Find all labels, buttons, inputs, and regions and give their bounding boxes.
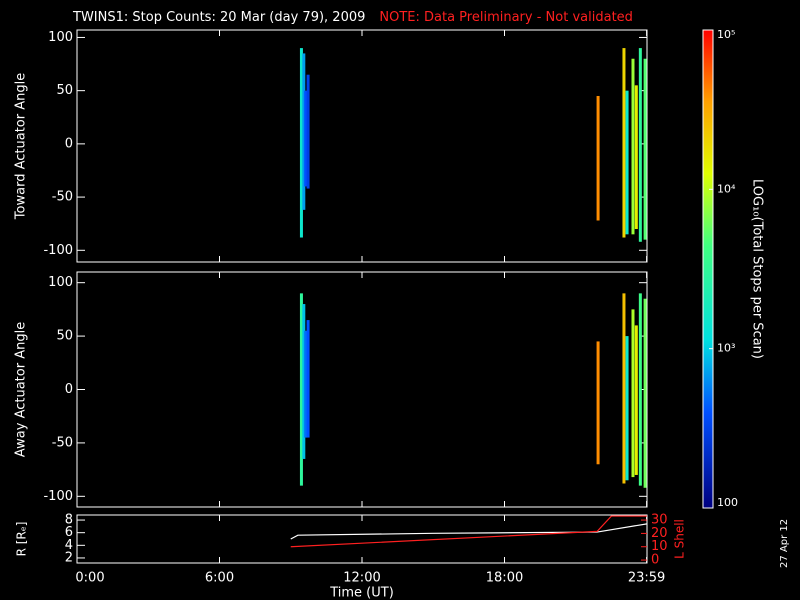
y2-tick-label: 10 <box>651 539 668 554</box>
x-tick-label: 12:00 <box>343 571 380 586</box>
y-tick-label: 6 <box>65 525 73 540</box>
stripe <box>638 48 642 242</box>
y-tick-label: 50 <box>56 83 73 98</box>
stripe <box>638 293 642 486</box>
stripe <box>304 330 308 438</box>
y2-tick-label: 30 <box>651 513 668 528</box>
stripe <box>643 58 647 240</box>
stripe <box>625 336 629 481</box>
y-tick-label: -100 <box>43 489 73 504</box>
plot-frame <box>76 29 648 263</box>
stripe <box>304 90 308 187</box>
y-tick-label: 100 <box>48 30 73 45</box>
x-axis-label: Time (UT) <box>329 586 394 600</box>
plot-frame <box>76 514 648 564</box>
stripe <box>299 48 303 238</box>
x-tick-label: 0:00 <box>75 571 104 586</box>
y-tick-label: 0 <box>65 382 73 397</box>
colorbar-tick-label: 10⁴ <box>717 182 736 195</box>
colorbar-tick-label: 100 <box>717 496 738 509</box>
note: NOTE: Data Preliminary - Not validated <box>379 10 633 25</box>
chart-title: TWINS1: Stop Counts: 20 Mar (day 79), 20… <box>72 10 633 25</box>
colorbar-label: LOG₁₀(Total Stops per Scan) <box>750 179 765 359</box>
date-stamp: 27 Apr 12 <box>779 519 790 568</box>
x-tick-label: 18:00 <box>486 571 523 586</box>
y-tick-label: 8 <box>65 513 73 528</box>
stripe <box>643 298 647 488</box>
plot-area <box>290 515 647 548</box>
stripe <box>634 325 638 475</box>
y-tick-label: 100 <box>48 275 73 290</box>
y-axis-label: Toward Actuator Angle <box>14 73 29 220</box>
line <box>290 515 647 548</box>
y-tick-label: 0 <box>65 136 73 151</box>
x-tick-label: 6:00 <box>205 571 234 586</box>
stripe <box>625 90 629 235</box>
stripe <box>596 95 600 221</box>
colorbar-tick-label: 10⁵ <box>717 28 735 41</box>
x-tick-label: 23:59 <box>628 571 665 586</box>
y-tick-label: 50 <box>56 329 73 344</box>
y2-tick-label: 0 <box>651 553 659 568</box>
y-axis-label: Away Actuator Angle <box>14 322 29 457</box>
stripe <box>634 85 638 230</box>
stripe <box>596 341 600 465</box>
y-tick-label: 2 <box>65 550 73 565</box>
title: TWINS1: Stop Counts: 20 Mar (day 79), 20… <box>72 10 365 25</box>
y-tick-label: -50 <box>52 435 73 450</box>
y-tick-label: 4 <box>65 538 73 553</box>
plot-frame <box>76 271 648 508</box>
stripe <box>299 293 303 486</box>
colorbar <box>702 29 714 509</box>
stripe <box>306 320 310 438</box>
stripe <box>631 58 635 235</box>
stripe <box>302 53 306 210</box>
stripe <box>622 48 626 238</box>
line <box>290 523 647 540</box>
stripe <box>306 74 310 189</box>
y2-tick-label: 20 <box>651 526 668 541</box>
y-tick-label: -100 <box>43 243 73 258</box>
y-axis-label: R [Rₑ] <box>15 522 29 557</box>
stripe <box>302 304 306 459</box>
y2-axis-label: L Shell <box>673 519 687 559</box>
colorbar-tick-label: 10³ <box>717 342 735 355</box>
y-tick-label: -50 <box>52 190 73 205</box>
stripe <box>622 293 626 484</box>
stripe <box>631 309 635 478</box>
